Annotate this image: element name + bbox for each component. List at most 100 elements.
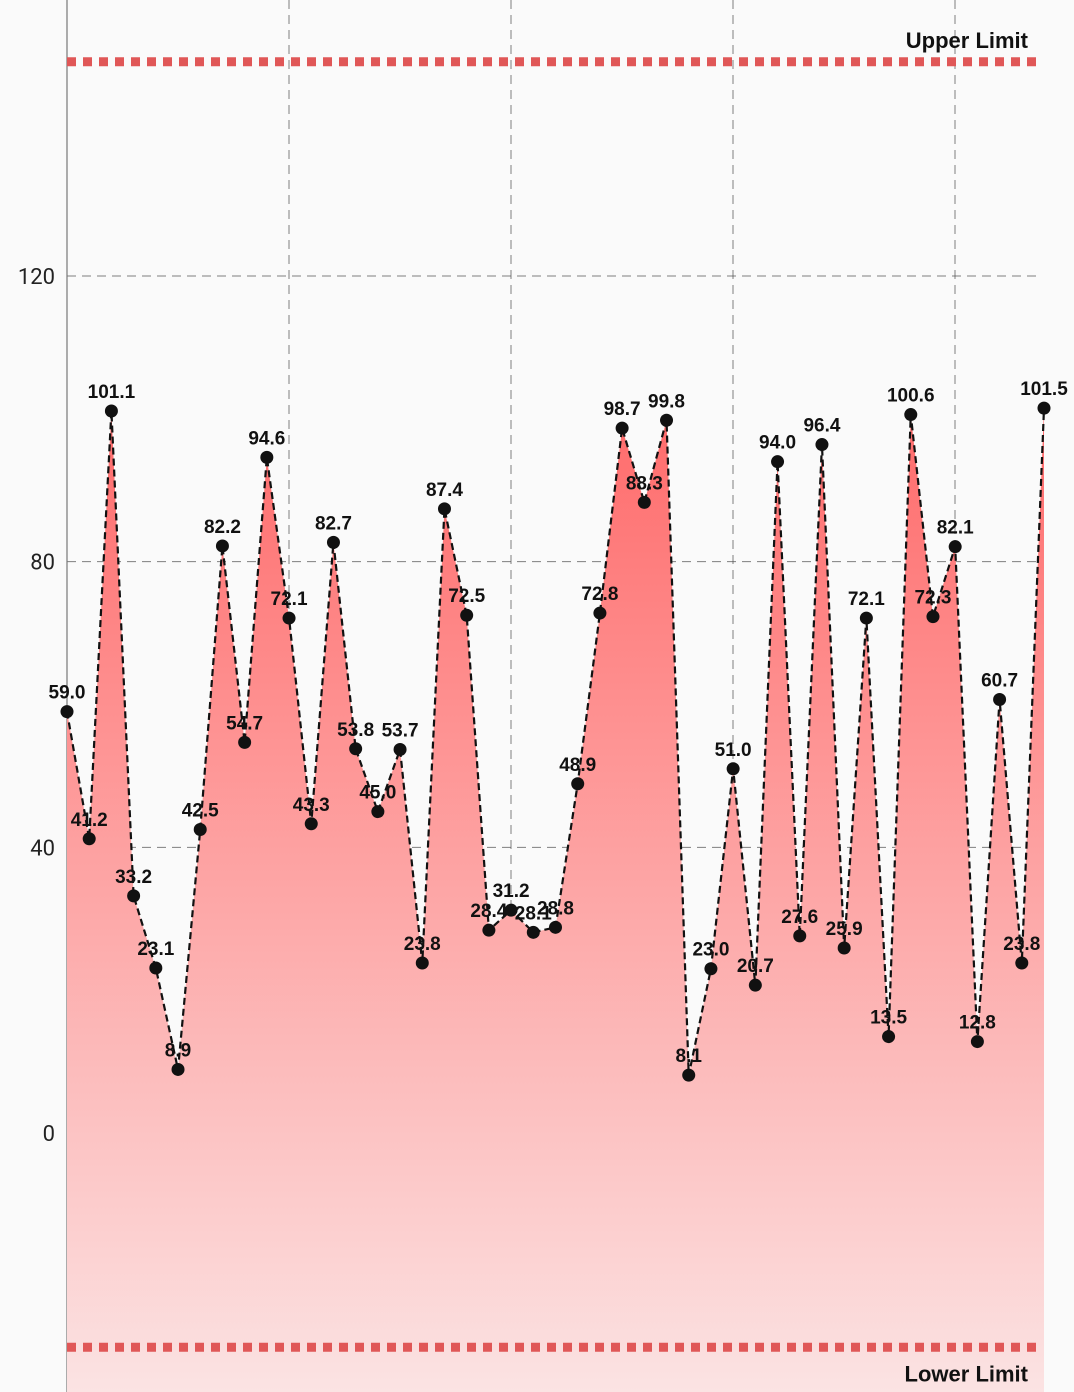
data-label: 23.0 <box>692 940 729 961</box>
data-point <box>704 962 718 976</box>
data-label: 51.0 <box>715 740 752 761</box>
data-point <box>993 693 1007 707</box>
data-label: 41.2 <box>71 810 108 831</box>
data-label: 101.5 <box>1020 379 1068 400</box>
data-point <box>460 608 474 622</box>
data-label: 72.8 <box>581 584 618 605</box>
data-point <box>660 413 674 427</box>
data-label: 72.1 <box>271 589 308 610</box>
data-point <box>526 925 540 939</box>
data-label: 23.8 <box>1003 934 1040 955</box>
data-label: 72.5 <box>448 586 485 607</box>
data-label: 96.4 <box>803 416 840 437</box>
data-point <box>748 978 762 992</box>
data-label: 23.8 <box>404 934 441 955</box>
data-point <box>1037 401 1051 415</box>
data-label: 20.7 <box>737 956 774 977</box>
data-label: 23.1 <box>137 939 174 960</box>
data-label: 82.2 <box>204 517 241 538</box>
data-point <box>926 610 940 624</box>
data-label: 28.4 <box>470 901 507 922</box>
data-point <box>682 1068 696 1082</box>
data-point <box>837 941 851 955</box>
data-labels: 59.0 41.2 101.1 33.2 23.1 8.9 42.5 82.2 54.7 94.6… <box>49 379 1069 1067</box>
data-label: 82.7 <box>315 513 352 534</box>
data-label: 101.1 <box>88 382 136 403</box>
data-point <box>882 1030 896 1044</box>
data-point <box>771 455 785 469</box>
data-point <box>571 777 585 791</box>
data-label: 54.7 <box>226 713 263 734</box>
data-point <box>970 1035 984 1049</box>
data-label: 98.7 <box>604 399 641 420</box>
data-label: 99.8 <box>648 391 685 412</box>
data-point <box>393 742 407 756</box>
data-point <box>282 611 296 625</box>
limit-lines: Upper Limit Lower Limit <box>67 28 1040 1386</box>
data-point <box>593 606 607 620</box>
data-point <box>948 540 962 554</box>
data-point <box>859 611 873 625</box>
data-point <box>60 705 74 719</box>
data-point <box>615 421 629 435</box>
data-point <box>793 929 807 943</box>
data-label: 27.6 <box>781 907 818 928</box>
data-point <box>815 438 829 452</box>
data-point <box>371 805 385 819</box>
data-point <box>504 903 518 917</box>
data-label: 31.2 <box>493 881 530 902</box>
data-label: 8.1 <box>676 1046 703 1067</box>
data-label: 33.2 <box>115 867 152 888</box>
data-point <box>437 502 451 516</box>
data-point <box>415 956 429 970</box>
data-point <box>726 762 740 776</box>
data-point <box>482 923 496 937</box>
y-tick-label: 120 <box>18 265 55 290</box>
area-fill-group <box>67 408 1044 1392</box>
data-label: 28.8 <box>537 898 574 919</box>
data-label: 72.1 <box>848 589 885 610</box>
y-tick-label: 0 <box>43 1122 55 1147</box>
data-label: 45.0 <box>359 783 396 804</box>
data-point <box>549 920 562 934</box>
data-label: 12.8 <box>959 1013 996 1034</box>
data-label: 28.1 <box>515 903 552 924</box>
data-label: 59.0 <box>49 683 86 704</box>
y-tick-label: 80 <box>30 551 55 576</box>
data-label: 94.0 <box>759 433 796 454</box>
data-label: 94.6 <box>248 428 285 449</box>
data-label: 100.6 <box>887 386 935 407</box>
data-label: 13.5 <box>870 1008 907 1029</box>
data-point <box>82 832 96 846</box>
data-label: 60.7 <box>981 671 1018 692</box>
data-point <box>1015 956 1029 970</box>
data-point <box>637 495 651 509</box>
data-label: 82.1 <box>937 518 974 539</box>
data-label: 53.7 <box>382 720 419 741</box>
data-point <box>127 889 141 903</box>
data-label: 53.8 <box>337 720 374 741</box>
y-tick-label: 40 <box>30 836 55 861</box>
data-point <box>171 1062 185 1076</box>
data-point <box>193 822 207 836</box>
data-point <box>304 817 318 831</box>
y-axis: 120 80 40 0 <box>18 0 68 1392</box>
data-label: 87.4 <box>426 480 463 501</box>
data-point <box>215 539 229 553</box>
data-point <box>104 404 118 418</box>
data-point <box>904 408 918 422</box>
data-point <box>326 535 340 549</box>
area-fill <box>67 408 1044 1392</box>
data-label: 72.3 <box>914 588 951 609</box>
data-point <box>238 735 252 749</box>
limit-label: Upper Limit <box>906 28 1029 53</box>
data-point <box>149 961 163 975</box>
data-label: 48.9 <box>559 755 596 776</box>
limit-label: Lower Limit <box>905 1361 1029 1386</box>
data-point <box>349 742 363 756</box>
data-label: 43.3 <box>293 795 330 816</box>
data-label: 88.3 <box>626 473 663 494</box>
data-label: 42.5 <box>182 800 219 821</box>
data-label: 25.9 <box>826 919 863 940</box>
